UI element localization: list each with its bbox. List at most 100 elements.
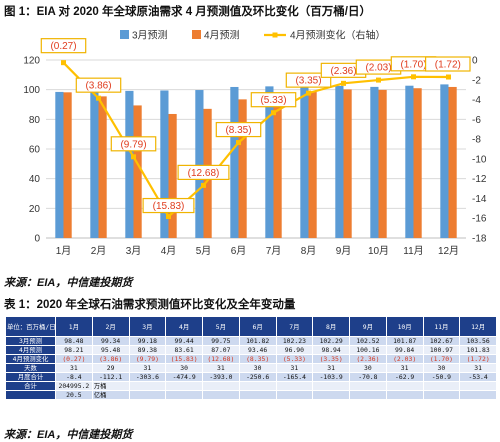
table-cell: (2.03) xyxy=(385,354,424,364)
table-row: 3月预测 98.48 99.34 99.18 99.44 99.75 101.82 102.2… xyxy=(5,336,497,346)
bar-march-forecast xyxy=(370,86,379,239)
table-col-header: 7月 xyxy=(275,316,314,337)
x-axis-tick-label: 6月 xyxy=(231,245,247,257)
table-cell xyxy=(165,381,203,391)
table-cell: 30 xyxy=(165,363,203,373)
table-row-label xyxy=(5,390,56,400)
table-cell: 204995.2 xyxy=(55,381,93,391)
legend-swatch-april xyxy=(192,30,201,39)
data-label: (0.27) xyxy=(50,41,76,52)
data-label-box xyxy=(425,56,471,72)
data-label-box xyxy=(177,164,230,180)
table-cell: 101.82 xyxy=(238,336,277,346)
table-header-unit: 单位：百万桶/日 xyxy=(5,316,56,337)
table-cell: 93.46 xyxy=(238,345,277,355)
bar-march-forecast xyxy=(405,85,414,238)
legend-label: 4月预测 xyxy=(204,29,240,42)
left-axis-tick-label: 0 xyxy=(34,234,40,245)
data-label: (3.86) xyxy=(85,81,111,92)
table-row: 天数 31 29 31 30 31 30 31 31 30 31 30 31 xyxy=(5,363,497,373)
table-cell: -62.9 xyxy=(385,372,424,382)
data-label: (12.68) xyxy=(188,168,220,179)
table-cell: 99.84 xyxy=(385,345,424,355)
table-cell: 万桶 xyxy=(91,381,130,391)
table-cell: 98.94 xyxy=(312,345,350,355)
x-axis-tick-label: 2月 xyxy=(91,245,107,257)
table-cell: -70.8 xyxy=(349,372,387,382)
demand-forecast-chart: 0 20 40 60 80 100 120 0 -2 -4 -6 -8 -10 -12 -14 -16 -18 1… xyxy=(23,29,487,258)
change-point xyxy=(236,140,241,146)
table-cell: 103.56 xyxy=(459,336,497,346)
right-axis-tick-label: -14 xyxy=(472,194,487,205)
bar-april-forecast xyxy=(448,86,457,238)
figure-title: 图 1：EIA 对 2020 年全球原油需求 4 月预测值及环比变化（百万桶/日… xyxy=(4,6,371,18)
x-axis-tick-label: 1月 xyxy=(56,245,72,257)
bar-april-forecast xyxy=(413,88,422,238)
change-point xyxy=(271,110,276,116)
forecast-table: 单位：百万桶/日 1月 2月 3月 4月 5月 6月 7月 8月 9月 10月 11月 12月 3月预… xyxy=(5,316,497,400)
table-cell xyxy=(312,390,350,400)
table-cell xyxy=(349,381,387,391)
change-point xyxy=(341,80,346,86)
right-axis-tick-label: -4 xyxy=(472,95,481,106)
x-axis-tick-label: 10月 xyxy=(368,245,389,257)
data-label: (15.83) xyxy=(153,201,185,212)
bar-march-forecast xyxy=(195,90,204,238)
table-row-label: 合计 xyxy=(5,381,56,391)
x-axis-tick-label: 7月 xyxy=(266,245,282,257)
table-cell: 95.48 xyxy=(91,345,130,355)
table-cell: -8.4 xyxy=(55,372,93,382)
table-cell: -50.9 xyxy=(422,372,461,382)
table-cell: 31 xyxy=(312,363,350,373)
table-cell: -474.9 xyxy=(165,372,203,382)
table-cell: 83.61 xyxy=(165,345,203,355)
change-point xyxy=(306,90,311,96)
change-point xyxy=(131,154,136,160)
table-cell: 31 xyxy=(385,363,424,373)
data-label-box xyxy=(110,136,157,152)
change-point xyxy=(446,74,451,80)
change-point xyxy=(61,60,66,66)
table-row-label: 天数 xyxy=(5,363,56,373)
table-cell: 98.48 xyxy=(55,336,93,346)
right-axis-tick-label: -12 xyxy=(472,174,487,185)
table-cell: 20.5 xyxy=(55,390,93,400)
table-cell xyxy=(202,390,240,400)
table-cell: 31 xyxy=(55,363,93,373)
change-point xyxy=(411,74,416,80)
change-point xyxy=(201,182,206,188)
x-axis-tick-label: 3月 xyxy=(126,245,142,257)
table-cell: -393.0 xyxy=(202,372,240,382)
table-header-row: 单位：百万桶/日 1月 2月 3月 4月 5月 6月 7月 8月 9月 10月 11月 12月 xyxy=(5,316,497,337)
table-cell: -103.9 xyxy=(312,372,350,382)
legend-line-marker xyxy=(272,32,278,38)
table-cell xyxy=(385,390,424,400)
table-cell: (15.83) xyxy=(165,354,203,364)
table-cell xyxy=(128,381,167,391)
bar-april-forecast xyxy=(308,91,317,238)
table-cell: 101.87 xyxy=(385,336,424,346)
table-cell: 99.75 xyxy=(202,336,240,346)
table-cell: 31 xyxy=(275,363,314,373)
data-label-box xyxy=(40,38,87,54)
table-cell: (3.35) xyxy=(312,354,350,364)
table-cell xyxy=(238,381,277,391)
table-cell: -165.4 xyxy=(275,372,314,382)
data-label: (2.03) xyxy=(365,63,391,74)
table-cell: (1.72) xyxy=(459,354,497,364)
data-label: (3.35) xyxy=(295,76,321,87)
x-axis-tick-label: 8月 xyxy=(301,245,317,257)
bar-march-forecast xyxy=(230,86,239,238)
table-title: 表 1：2020 年全球石油需求预测值环比变化及全年变动量 xyxy=(4,299,296,311)
table-cell: 102.52 xyxy=(349,336,387,346)
table-cell xyxy=(275,390,314,400)
table-row-label: 4月预测 xyxy=(5,345,56,355)
table-cell: 30 xyxy=(349,363,387,373)
data-label: (2.36) xyxy=(330,66,356,77)
change-point xyxy=(376,77,381,83)
right-axis-tick-label: -10 xyxy=(472,154,487,165)
table-row-label: 4月预测变化 xyxy=(5,354,56,364)
data-label: (1.72) xyxy=(435,60,461,71)
table-cell xyxy=(349,390,387,400)
change-point xyxy=(96,95,101,101)
